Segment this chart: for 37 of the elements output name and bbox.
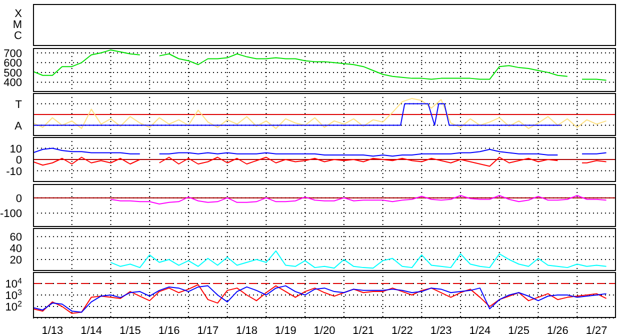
line-series	[110, 195, 607, 204]
x-tick-label: 1/16	[158, 324, 180, 334]
y-tick-label: -10	[6, 166, 22, 178]
x-tick-label: 1/13	[42, 324, 64, 334]
y-tick-label: 500	[4, 67, 22, 80]
y-tick-label: 60	[10, 232, 22, 244]
line-series	[110, 250, 607, 269]
y-tick-label: 700	[4, 48, 22, 60]
x-tick-label: 1/26	[546, 324, 568, 334]
text: C	[14, 30, 22, 42]
y-tick-label: 0	[16, 192, 22, 205]
text: T	[15, 98, 22, 111]
x-tick-label: 1/15	[119, 324, 141, 334]
y-tick-label: 10$^{4}$	[5, 276, 23, 290]
y-tick-label: 600	[4, 58, 22, 70]
x-tick-label: 1/22	[392, 324, 413, 334]
x-tick-label: 1/18	[236, 324, 258, 334]
y-tick-label: 20	[10, 254, 22, 267]
x-tick-label: 1/17	[197, 324, 219, 334]
x-tick-label: 1/24	[469, 324, 491, 334]
x-tick-label: 1/20	[314, 324, 336, 334]
x-tick-label: 1/19	[274, 324, 296, 334]
x-tick-label: 1/25	[508, 324, 530, 334]
y-tick-label: 10$^{2}$	[5, 299, 23, 314]
text: A	[14, 120, 23, 132]
text: X	[14, 8, 23, 20]
y-tick-label: 0	[16, 154, 22, 166]
x-tick-label: 1/23	[430, 324, 452, 334]
y-tick-label: 10$^{3}$	[5, 288, 23, 302]
y-tick-label: 10	[10, 143, 22, 156]
x-tick-label: 1/21	[352, 324, 374, 334]
x-tick-label: 1/14	[80, 324, 102, 334]
y-tick-label: 40	[10, 243, 22, 256]
text: M	[12, 18, 22, 31]
x-tick-label: 1/27	[586, 324, 608, 334]
y-tick-label: -100	[0, 208, 22, 220]
y-tick-label: 400	[4, 77, 22, 90]
